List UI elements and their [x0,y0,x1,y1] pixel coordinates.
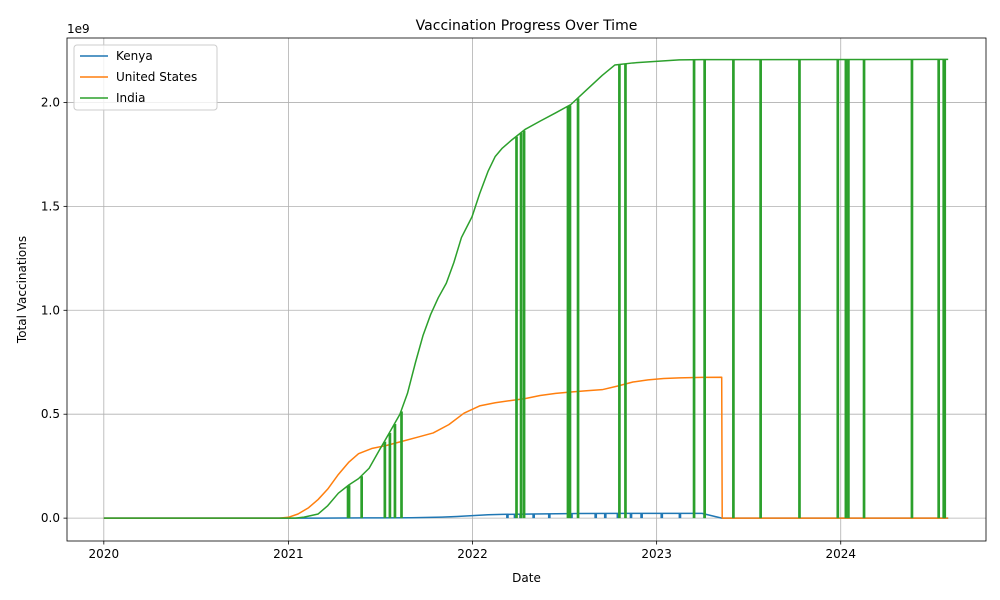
legend: Kenya United States India [73,44,218,111]
legend-label: United States [116,70,197,84]
chart-title: Vaccination Progress Over Time [416,18,638,34]
y-tick-label: 2.0 [41,95,60,109]
y-tick-label: 1.0 [41,303,60,317]
x-tick-label: 2021 [273,547,304,561]
series-line [103,58,949,519]
grid [67,38,986,541]
y-tick-label: 0.5 [41,407,60,421]
x-tick-label: 2023 [641,547,672,561]
y-axis-label: Total Vaccinations [15,236,29,344]
y-tick-label: 1.5 [41,199,60,213]
ticks: 2020 2021 2022 2023 2024 0.0 0.5 1.0 1.5 2.0 [41,95,856,561]
series-layer [103,58,949,519]
plot-frame [66,37,987,542]
x-tick-label: 2020 [89,547,120,561]
x-axis-label: Date [512,571,541,585]
series-united-states [103,376,949,519]
x-tick-label: 2022 [457,547,488,561]
series-line [103,376,949,519]
series-india [103,58,949,519]
y-tick-label: 0.0 [41,511,60,525]
x-tick-label: 2024 [825,547,856,561]
legend-label: Kenya [116,49,153,63]
legend-box [73,44,218,111]
y-offset-label: 1e9 [67,22,90,36]
legend-label: India [116,91,145,105]
